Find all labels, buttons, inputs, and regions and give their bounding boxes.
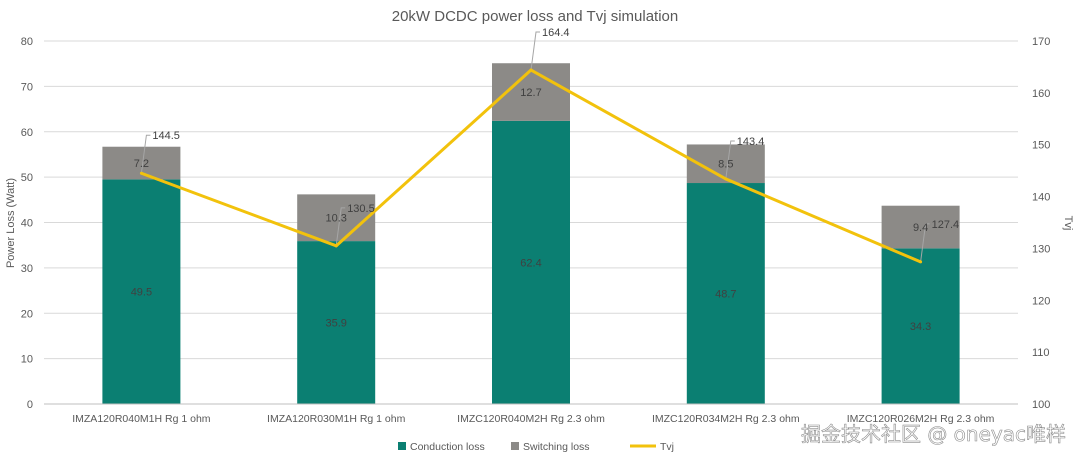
y2-tick-label: 130 [1032, 243, 1050, 255]
tvj-label: 164.4 [542, 27, 570, 39]
switching-loss-label: 7.2 [134, 158, 149, 170]
y-tick-label: 70 [21, 81, 33, 93]
tvj-leader-line [920, 223, 930, 262]
watermark: 掘金技术社区 @ oneyac唯样 [801, 422, 1066, 446]
conduction-loss-bar [297, 241, 376, 404]
legend-swatch-conduction [398, 442, 406, 450]
y-tick-label: 80 [21, 36, 33, 48]
tvj-point [334, 244, 338, 248]
conduction-loss-bar [102, 179, 181, 404]
y-tick-label: 50 [21, 172, 33, 184]
tvj-leader-line [530, 31, 540, 71]
tvj-leader-line [725, 140, 735, 180]
y2-tick-label: 110 [1032, 347, 1050, 359]
y2-tick-label: 120 [1032, 295, 1050, 307]
legend-label-switching: Switching loss [523, 441, 590, 453]
axes: 0 10 20 30 40 50 60 70 80 100 110 120 130 140 150 160 17… [21, 36, 1051, 425]
tvj-label: 130.5 [347, 203, 375, 215]
conduction-loss-bar [881, 248, 960, 404]
tvj-point [529, 68, 533, 72]
y-tick-label: 60 [21, 127, 33, 139]
legend-label-conduction: Conduction loss [410, 441, 485, 453]
switching-loss-label: 10.3 [325, 213, 346, 225]
y2-tick-label: 160 [1032, 88, 1050, 100]
x-tick-label: IMZA120R040M1H Rg 1 ohm [72, 413, 211, 425]
bar-labels: 49.5 7.2 35.9 10.3 62.4 12.7 48.7 8.5 34.3 9.4 144… [131, 27, 959, 333]
tvj-leader-line [140, 134, 151, 174]
y-axis-label: Power Loss (Watt) [5, 178, 17, 268]
conduction-loss-label: 35.9 [325, 318, 346, 330]
y2-tick-label: 150 [1032, 140, 1050, 152]
switching-loss-bar [297, 194, 376, 242]
y-tick-label: 20 [21, 308, 33, 320]
conduction-loss-label: 48.7 [715, 289, 736, 301]
tvj-label: 127.4 [932, 219, 960, 231]
legend: Conduction loss Switching loss Tvj [398, 441, 674, 453]
tvj-point [724, 177, 728, 181]
conduction-loss-bar [686, 183, 765, 404]
y-tick-label: 30 [21, 263, 33, 275]
tvj-label: 143.4 [737, 136, 765, 148]
y2-tick-label: 100 [1032, 399, 1050, 411]
x-tick-label: IMZC120R026M2H Rg 2.3 ohm [847, 413, 995, 425]
tvj-label: 144.5 [152, 130, 180, 142]
bars [102, 63, 960, 405]
conduction-loss-bar [492, 120, 570, 405]
y-tick-label: 10 [21, 354, 33, 366]
legend-swatch-switching [511, 442, 519, 450]
legend-label-tvj: Tvj [660, 441, 674, 453]
chart-title: 20kW DCDC power loss and Tvj simulation [392, 8, 679, 25]
conduction-loss-label: 62.4 [520, 257, 541, 269]
y-tick-label: 0 [27, 399, 33, 411]
x-tick-label: IMZC120R034M2H Rg 2.3 ohm [652, 413, 800, 425]
x-tick-label: IMZA120R030M1H Rg 1 ohm [267, 413, 406, 425]
leader-lines [140, 31, 930, 262]
conduction-loss-label: 49.5 [131, 287, 152, 299]
switching-loss-bar [881, 205, 960, 249]
switching-loss-label: 9.4 [913, 222, 928, 234]
switching-loss-label: 12.7 [520, 87, 541, 99]
tvj-line [139, 68, 923, 264]
tvj-point [139, 171, 143, 175]
x-tick-label: IMZC120R040M2H Rg 2.3 ohm [457, 413, 605, 425]
tvj-leader-line [335, 207, 346, 246]
y2-tick-label: 140 [1032, 192, 1050, 204]
y-tick-label: 40 [21, 218, 33, 230]
y2-axis-label: Tvj [1062, 216, 1074, 231]
conduction-loss-label: 34.3 [910, 321, 931, 333]
switching-loss-label: 8.5 [718, 159, 733, 171]
y2-tick-label: 170 [1032, 36, 1050, 48]
tvj-point [919, 260, 923, 264]
